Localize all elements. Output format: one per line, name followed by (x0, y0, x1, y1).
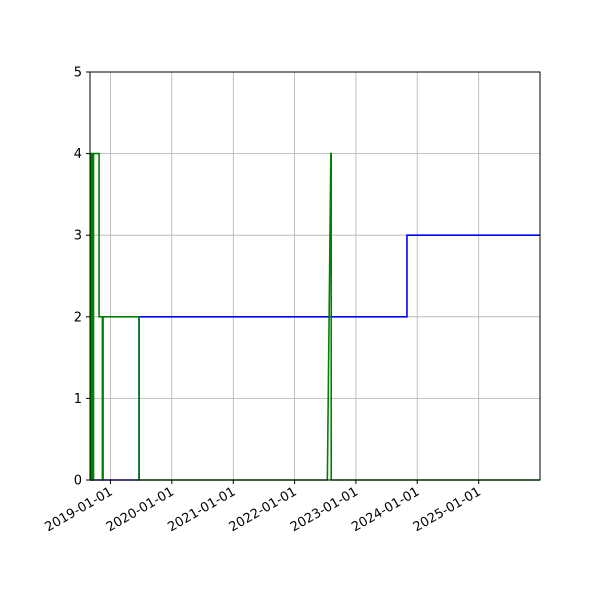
y-tick-label: 5 (74, 66, 82, 81)
y-tick-label: 3 (74, 229, 82, 244)
y-tick-label: 1 (74, 392, 82, 407)
y-tick-label: 0 (74, 474, 82, 489)
plot-area (90, 72, 540, 480)
y-tick-label: 4 (74, 147, 82, 162)
y-tick-label: 2 (74, 310, 82, 325)
plot-frame (89, 71, 541, 481)
